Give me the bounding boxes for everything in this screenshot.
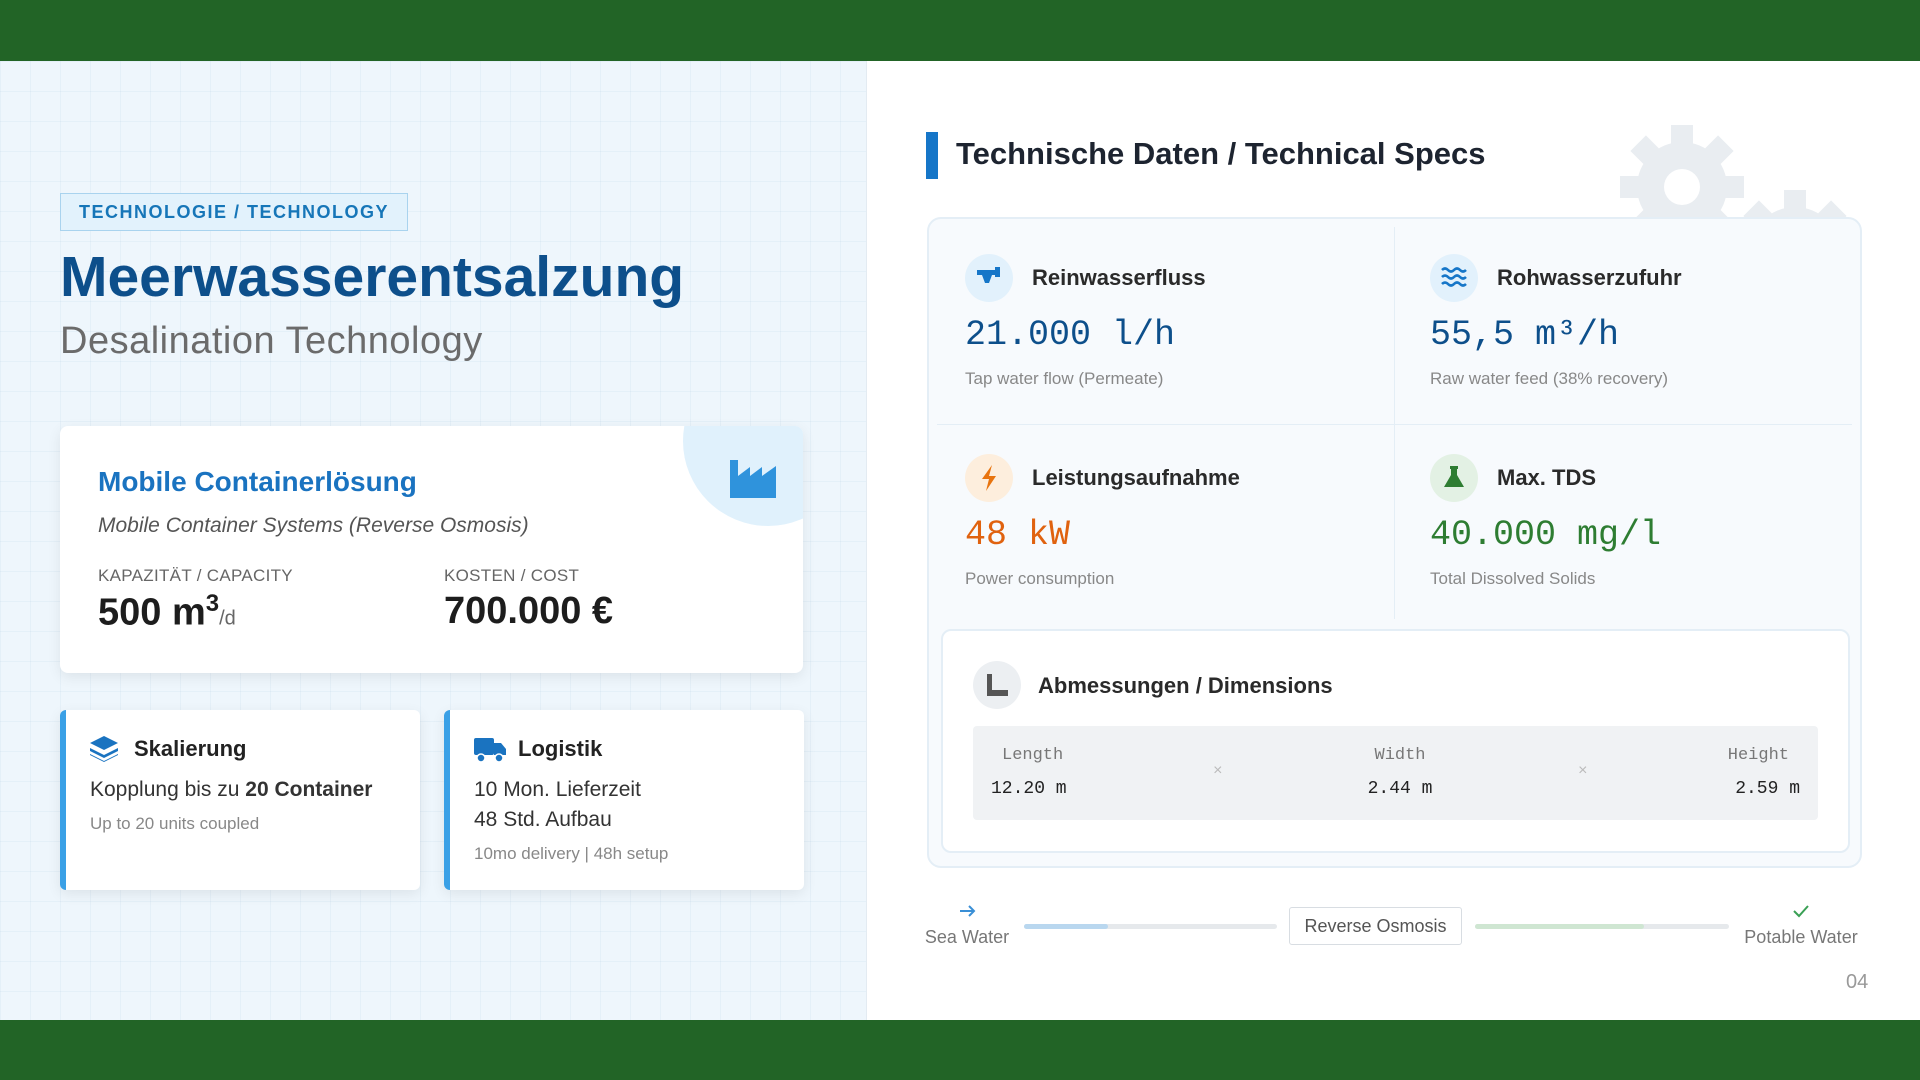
spec-icon (1430, 254, 1478, 302)
capacity-unit: /d (219, 607, 236, 630)
cost-label: KOSTEN / COST (444, 566, 580, 585)
arrow-icon (960, 905, 976, 917)
heading-accent (926, 132, 938, 179)
flow-track (1475, 924, 1729, 929)
feature-line: 10 Mon. Lieferzeit (474, 778, 641, 801)
spec-label: Reinwasserfluss (1032, 265, 1206, 290)
dim-value: 2.44 m (1367, 779, 1433, 799)
feature-text: Kopplung bis zu 20 Container (90, 778, 372, 802)
spec-description: Power consumption (965, 569, 1115, 588)
main-card: Mobile Containerlösung Mobile Container … (60, 426, 803, 673)
feature-note: 10mo delivery | 48h setup (474, 844, 669, 863)
dim-label: Length (1002, 746, 1064, 765)
spec-description: Tap water flow (Permeate) (965, 369, 1164, 388)
dim-value: 2.59 m (1735, 779, 1800, 799)
section-heading: Technische Daten / Technical Specs (956, 136, 1486, 171)
feature-text-bold: 20 Container (245, 778, 373, 801)
flow-start: Sea Water (924, 927, 1010, 947)
slide-subtitle: Desalination Technology (60, 320, 483, 362)
top-bar (0, 0, 1920, 61)
spec-cell: Leistungsaufnahme 48 kW Power consumption (929, 419, 1394, 619)
dimensions-card: Abmessungen / Dimensions Length 12.20 m … (941, 629, 1850, 853)
capacity-exponent: 3 (205, 590, 220, 617)
flow-end: Potable Water (1744, 927, 1858, 947)
feature-note: Up to 20 units coupled (90, 814, 260, 833)
factory-icon (730, 460, 776, 498)
spec-value: 55,5 m³/h (1430, 315, 1620, 355)
divider (1394, 227, 1395, 619)
dim-label: Width (1374, 746, 1426, 765)
spec-value: 40.000 mg/l (1430, 515, 1662, 555)
spec-cell: Reinwasserfluss 21.000 l/h Tap water flow … (929, 219, 1394, 419)
spec-label: Max. TDS (1497, 465, 1597, 490)
feature-text-plain: Kopplung bis zu (90, 778, 246, 801)
spec-value: 48 kW (965, 515, 1071, 555)
layers-icon (90, 736, 118, 762)
spec-icon (965, 254, 1013, 302)
bottom-bar (0, 1020, 1920, 1080)
spec-icon (1430, 454, 1478, 502)
spec-label: Rohwasserzufuhr (1497, 265, 1682, 290)
flow-process: Reverse Osmosis (1289, 907, 1462, 945)
dim-separator: × (1578, 762, 1588, 780)
feature-line: 48 Std. Aufbau (474, 808, 612, 831)
check-icon (1793, 905, 1809, 918)
flow-progress (1024, 924, 1108, 929)
card-title: Mobile Containerlösung (98, 466, 417, 497)
feature-title: Logistik (518, 736, 603, 761)
ruler-icon (973, 661, 1021, 709)
truck-icon (474, 738, 506, 762)
dim-value: 12.20 m (991, 779, 1067, 799)
dimensions-box: Length 12.20 m Width 2.44 m Height 2.59 … (973, 726, 1818, 820)
page-number: 04 (1846, 971, 1869, 993)
feature-card: Logistik 10 Mon. Lieferzeit 48 Std. Aufb… (444, 710, 804, 890)
capacity-number: 500 m (98, 591, 206, 634)
dim-separator: × (1213, 762, 1223, 780)
cost-value: 700.000 € (444, 590, 614, 632)
spec-cell: Max. TDS 40.000 mg/l Total Dissolved Solid… (1394, 419, 1859, 619)
capacity-label: KAPAZITÄT / CAPACITY (98, 566, 293, 585)
divider (937, 424, 1852, 425)
slide-title: Meerwasserentsalzung (60, 245, 685, 309)
spec-label: Leistungsaufnahme (1032, 465, 1240, 490)
spec-cell: Rohwasserzufuhr 55,5 m³/h Raw water feed (… (1394, 219, 1859, 419)
dim-label: Height (1727, 746, 1789, 765)
spec-description: Raw water feed (38% recovery) (1430, 369, 1669, 388)
spec-icon (965, 454, 1013, 502)
capacity-value: 500 m3/d (98, 590, 236, 635)
spec-description: Total Dissolved Solids (1430, 569, 1596, 588)
card-subtitle: Mobile Container Systems (Reverse Osmosi… (98, 514, 529, 537)
dimensions-title: Abmessungen / Dimensions (1038, 673, 1333, 698)
feature-card: Skalierung Kopplung bis zu 20 Container … (60, 710, 420, 890)
feature-title: Skalierung (134, 736, 247, 761)
spec-value: 21.000 l/h (965, 315, 1176, 355)
flow-progress (1475, 924, 1644, 929)
specs-panel: Reinwasserfluss 21.000 l/h Tap water flow … (927, 217, 1862, 868)
section-tag: TECHNOLOGIE / TECHNOLOGY (60, 193, 409, 231)
flow-track (1024, 924, 1277, 929)
